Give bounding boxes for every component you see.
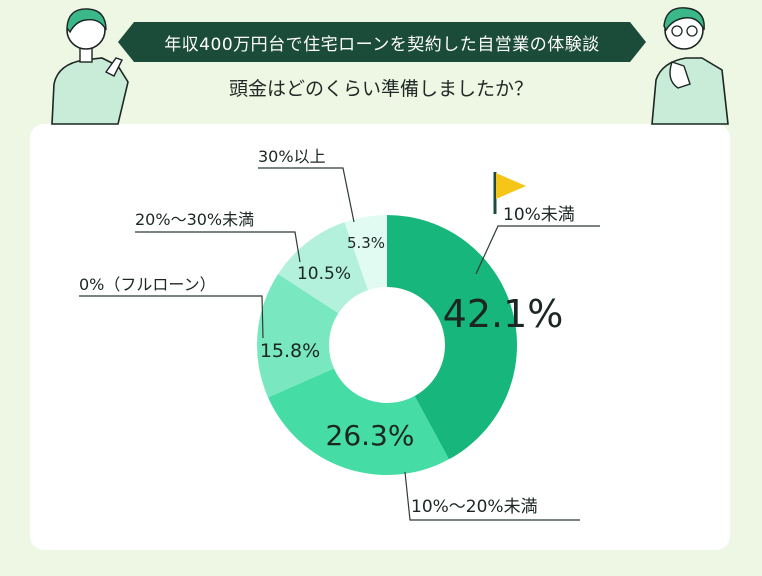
banner-text: 年収400万円台で住宅ローンを契約した自営業の体験談	[164, 34, 600, 55]
donut-slice-1	[268, 368, 449, 475]
right-person-illustration	[651, 7, 729, 125]
leader-line-4	[258, 167, 355, 223]
donut-slice-0	[387, 215, 518, 460]
donut-chart	[257, 215, 518, 475]
value-label-2: 15.8%	[260, 340, 320, 362]
value-label-0: 42.1%	[443, 292, 564, 336]
category-label-0: 10%未満	[503, 205, 575, 225]
value-label-1: 26.3%	[326, 419, 415, 452]
category-label-2: 0%（フルローン）	[79, 275, 216, 294]
category-label-3: 20%〜30%未満	[135, 210, 254, 229]
leader-line-1	[404, 471, 580, 521]
title-banner: 年収400万円台で住宅ローンを契約した自営業の体験談	[118, 22, 646, 62]
leader-line-2	[79, 295, 264, 339]
donut-slice-4	[344, 215, 387, 291]
donut-slice-2	[257, 273, 339, 398]
leader-line-0	[475, 225, 600, 275]
chart-card	[30, 124, 730, 550]
value-label-4: 5.3%	[347, 234, 385, 252]
left-person-illustration	[51, 8, 129, 125]
question-heading: 頭金はどのくらい準備しましたか？	[228, 78, 533, 100]
category-label-4: 30%以上	[258, 147, 326, 166]
flag-icon	[493, 172, 526, 214]
value-label-3: 10.5%	[297, 264, 351, 284]
donut-slice-3	[278, 222, 369, 314]
leader-lines	[79, 167, 600, 521]
category-label-1: 10%〜20%未満	[411, 497, 538, 517]
leader-line-3	[135, 231, 301, 263]
